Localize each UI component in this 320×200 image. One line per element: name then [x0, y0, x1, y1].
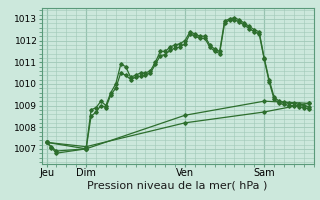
X-axis label: Pression niveau de la mer( hPa ): Pression niveau de la mer( hPa )	[87, 181, 268, 191]
